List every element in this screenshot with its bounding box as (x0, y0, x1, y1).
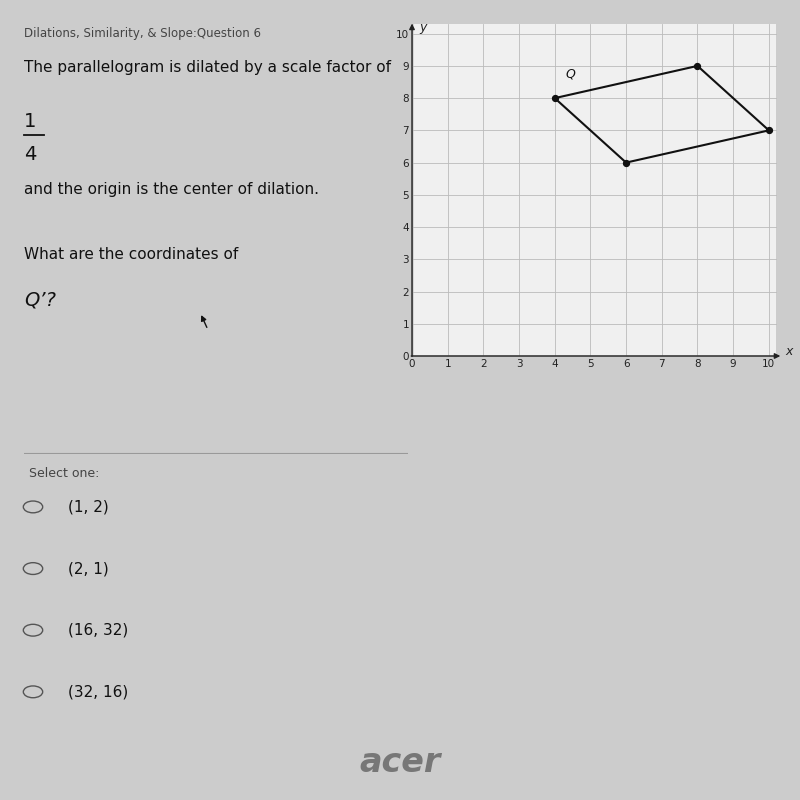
Text: (32, 16): (32, 16) (68, 684, 129, 699)
Point (691, 59, 704, 72)
Text: Dilations, Similarity, & Slope:Question 6: Dilations, Similarity, & Slope:Question … (24, 27, 261, 40)
Text: (16, 32): (16, 32) (68, 622, 129, 638)
Text: x: x (785, 345, 792, 358)
Text: Select one:: Select one: (29, 466, 99, 480)
Text: 1: 1 (24, 112, 36, 131)
Text: y: y (419, 21, 426, 34)
Text: and the origin is the center of dilation.: and the origin is the center of dilation… (24, 182, 319, 197)
Point (548, 92, 561, 105)
Text: 4: 4 (24, 145, 36, 164)
Text: Q: Q (566, 67, 575, 81)
Text: The parallelogram is dilated by a scale factor of: The parallelogram is dilated by a scale … (24, 59, 391, 74)
Point (620, 156, 633, 169)
Text: Q’?: Q’? (24, 290, 56, 310)
Text: acer: acer (359, 746, 441, 778)
Text: (1, 2): (1, 2) (68, 499, 109, 514)
Text: (2, 1): (2, 1) (68, 561, 109, 576)
Text: What are the coordinates of: What are the coordinates of (24, 247, 238, 262)
Point (762, 124, 775, 137)
